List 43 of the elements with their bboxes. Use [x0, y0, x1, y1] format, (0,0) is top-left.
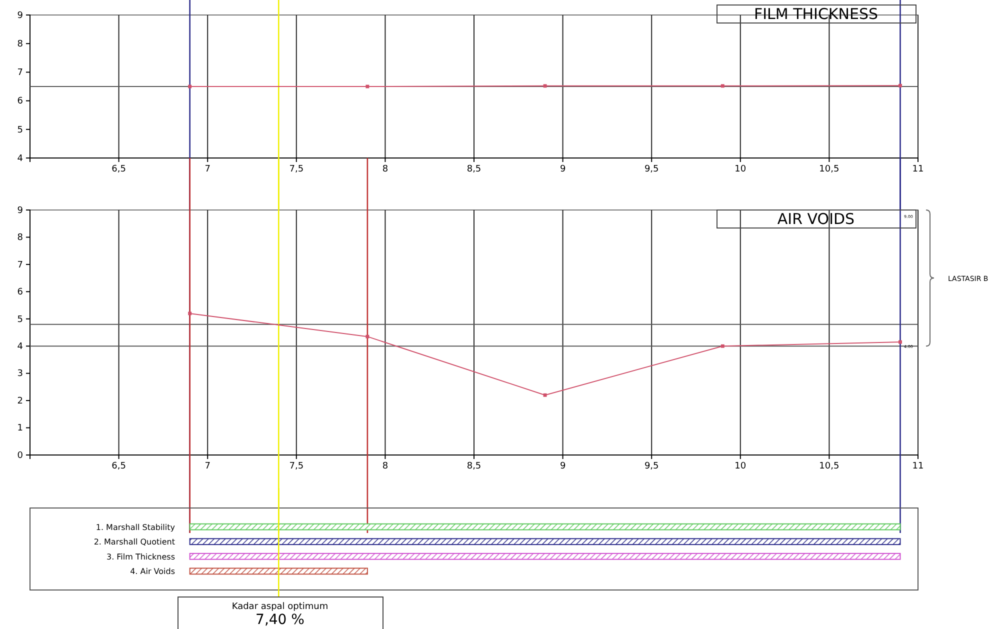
y-tick-label: 7 — [17, 260, 23, 270]
y-tick-label: 6 — [17, 288, 24, 298]
y-tick-label: 3. Film Thickness — [106, 552, 175, 562]
y-tick-label: 9 — [17, 206, 24, 216]
y-tick-label: 2 — [17, 396, 23, 406]
x-tick-label: 8,5 — [466, 164, 482, 174]
x-tick-label: 7 — [204, 164, 210, 174]
y-tick-label: 4 — [17, 342, 24, 352]
y-tick-label: 1 — [17, 424, 23, 434]
text: 7,40 % — [256, 612, 304, 628]
x-tick-label: 9 — [560, 461, 566, 472]
x-tick-label: 10,5 — [819, 461, 840, 472]
y-tick-label: 2. Marshall Quotient — [94, 538, 175, 547]
chart-title: FILM THICKNESS — [754, 5, 878, 23]
y-tick-label: 6 — [17, 96, 24, 107]
x-tick-label: 10 — [734, 164, 746, 174]
x-tick-label: 6,5 — [112, 461, 126, 472]
y-tick-label: 1. Marshall Stability — [96, 522, 176, 532]
x-tick-label: 8 — [382, 164, 388, 174]
x-tick-label: 7 — [204, 461, 210, 472]
x-tick-label: 8,5 — [466, 461, 482, 472]
x-tick-label: 11 — [912, 164, 924, 174]
y-tick-label: 8 — [17, 39, 24, 50]
y-tick-label: 3 — [17, 369, 23, 380]
x-tick-label: 6,5 — [112, 164, 126, 174]
x-tick-label: 9,5 — [644, 164, 659, 174]
y-tick-label: 4 — [17, 154, 24, 164]
text: Kadar aspal optimum — [232, 602, 328, 612]
x-tick-label: 9,5 — [644, 461, 659, 472]
x-tick-label: 7,5 — [289, 461, 304, 472]
x-tick-label: 8 — [382, 461, 388, 472]
y-tick-label: 9 — [17, 10, 24, 21]
x-tick-label: 10,5 — [819, 164, 840, 174]
x-tick-label: 11 — [912, 461, 924, 472]
y-tick-label: 5 — [17, 125, 23, 136]
x-tick-label: 7,5 — [289, 164, 304, 174]
y-tick-label: 0 — [17, 450, 24, 461]
y-tick-label: 4. Air Voids — [130, 567, 175, 576]
x-tick-label: 9 — [560, 164, 566, 174]
x-tick-label: 10 — [734, 461, 746, 472]
y-tick-label: 7 — [17, 68, 23, 78]
y-tick-label: 5 — [17, 314, 23, 325]
y-tick-label: 8 — [17, 233, 24, 244]
